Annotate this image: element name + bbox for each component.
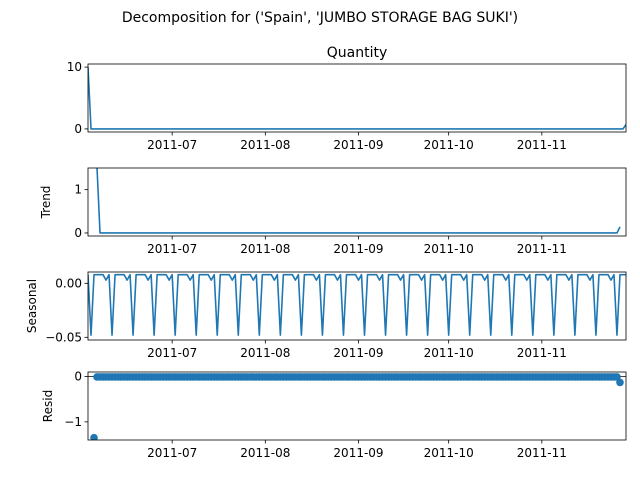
y-tick-label-trend: 1 <box>74 183 82 197</box>
y-axis-label-resid: Resid <box>41 390 55 422</box>
axes-frame-seasonal <box>87 271 627 341</box>
series-line-quantity <box>88 67 626 130</box>
y-tick-label-trend: 0 <box>74 226 82 240</box>
figure-suptitle: Decomposition for ('Spain', 'JUMBO STORA… <box>122 10 518 26</box>
x-tick-label-trend: 2011-07 <box>147 242 197 256</box>
x-tick-label-resid: 2011-07 <box>147 446 197 460</box>
x-tick-label-trend: 2011-11 <box>517 242 567 256</box>
panel-quantity: 0 10 2011-07 2011-08 2011-09 2011-10 2011-11 Qu… <box>67 45 627 152</box>
x-tick-label-trend: 2011-08 <box>240 242 290 256</box>
y-tick-label-seasonal: −0.05 <box>45 330 82 344</box>
axes-frame-resid <box>87 371 627 441</box>
x-tick-label-seasonal: 2011-08 <box>240 346 290 360</box>
axes-frame-quantity <box>87 63 627 133</box>
panel-resid: 0 −1 2011-07 2011-08 2011-09 2011-10 2011-11 Re… <box>41 370 627 460</box>
x-tick-label-resid: 2011-11 <box>517 446 567 460</box>
plot-area-quantity <box>88 67 626 130</box>
x-tick-label-quantity: 2011-11 <box>517 138 567 152</box>
x-tick-label-seasonal: 2011-07 <box>147 346 197 360</box>
y-axis-label-trend: Trend <box>39 186 53 220</box>
x-tick-label-seasonal: 2011-11 <box>517 346 567 360</box>
y-tick-label-quantity: 0 <box>74 122 82 136</box>
y-tick-label-seasonal: 0.00 <box>55 276 82 290</box>
resid-point <box>616 378 624 387</box>
y-axis-label-seasonal: Seasonal <box>25 279 39 333</box>
series-line-trend <box>96 168 621 234</box>
panel-title-quantity: Quantity <box>327 45 388 61</box>
plot-area-seasonal <box>88 273 626 336</box>
y-tick-label-resid: −1 <box>64 415 82 429</box>
x-tick-label-resid: 2011-09 <box>333 446 383 460</box>
x-tick-label-seasonal: 2011-09 <box>333 346 383 360</box>
x-tick-label-resid: 2011-08 <box>240 446 290 460</box>
plot-area-resid <box>88 373 626 440</box>
y-tick-label-resid: 0 <box>74 370 82 384</box>
panel-seasonal: 0.00 −0.05 2011-07 2011-08 2011-09 2011-10 201… <box>25 271 627 360</box>
x-tick-label-trend: 2011-10 <box>424 242 474 256</box>
x-tick-label-seasonal: 2011-10 <box>424 346 474 360</box>
series-line-seasonal <box>88 273 626 336</box>
x-tick-label-trend: 2011-09 <box>333 242 383 256</box>
x-tick-label-quantity: 2011-08 <box>240 138 290 152</box>
plot-area-trend <box>96 168 621 234</box>
y-tick-label-quantity: 10 <box>67 60 82 74</box>
x-tick-label-quantity: 2011-10 <box>424 138 474 152</box>
resid-point <box>90 433 98 440</box>
axes-frame-trend <box>87 167 627 237</box>
x-tick-label-quantity: 2011-07 <box>147 138 197 152</box>
panel-trend: 0 1 2011-07 2011-08 2011-09 2011-10 2011-11 Tre… <box>39 167 627 256</box>
x-tick-label-resid: 2011-10 <box>424 446 474 460</box>
x-tick-label-quantity: 2011-09 <box>333 138 383 152</box>
